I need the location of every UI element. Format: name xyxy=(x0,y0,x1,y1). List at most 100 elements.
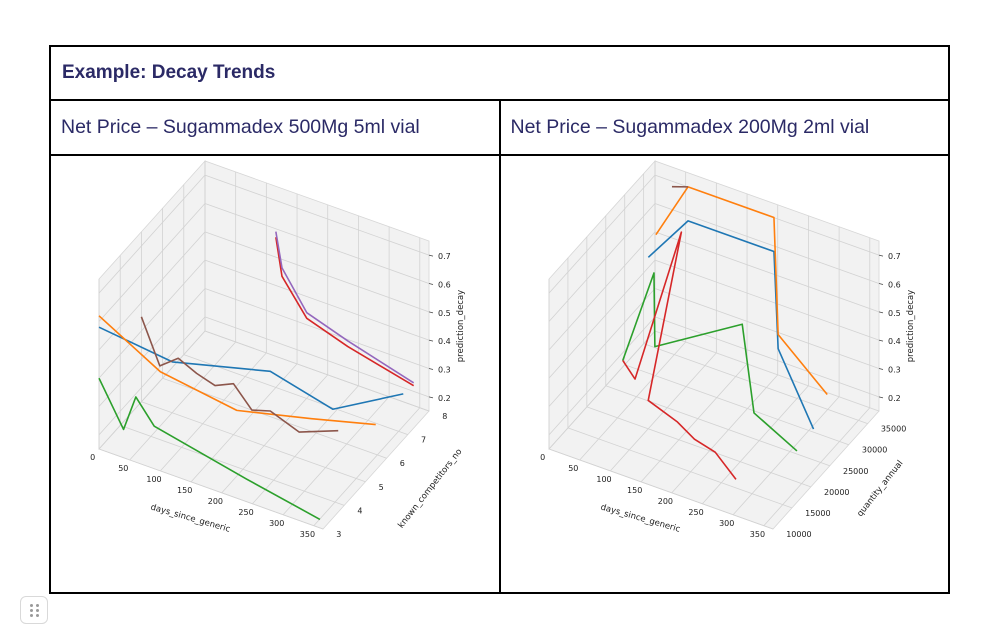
y-tick-label: 7 xyxy=(421,436,426,445)
z-gridline xyxy=(98,288,206,407)
y-tick-label: 4 xyxy=(357,506,362,515)
x-tick-label: 300 xyxy=(719,519,734,528)
x-gridline xyxy=(221,374,329,494)
z-gridline xyxy=(654,259,879,341)
series-line-1 xyxy=(647,220,814,430)
x-gridline xyxy=(252,385,359,505)
right-chart-cell: 0 50 100 150 200 250 300 350 10000 15000 20000 2500… xyxy=(498,154,950,594)
y-tick-label: 30000 xyxy=(861,446,886,455)
z-tick xyxy=(878,368,883,370)
z-tick-label: 0.4 xyxy=(888,337,901,346)
z-tick xyxy=(428,368,434,370)
z-tick-label: 0.3 xyxy=(888,366,901,375)
x-gridline xyxy=(282,396,390,516)
z-gridline xyxy=(654,288,879,369)
z-axis-label: prediction_decay xyxy=(906,290,916,362)
x-tick-label: 250 xyxy=(238,508,253,517)
z-tick xyxy=(428,339,434,342)
series-line-5 xyxy=(275,231,415,384)
z-gridline xyxy=(204,316,430,398)
y-tick-label: 8 xyxy=(442,412,447,421)
z-gridline xyxy=(548,231,655,351)
series-line-1 xyxy=(98,326,404,411)
x-axis-label: days_since_generic xyxy=(149,503,231,535)
x-tick-label: 150 xyxy=(177,486,192,495)
z-tick xyxy=(428,254,434,257)
y-tick-label: 10000 xyxy=(786,530,811,539)
z-tick xyxy=(878,396,883,399)
z-gridline xyxy=(98,231,206,351)
x-tick-label: 300 xyxy=(269,519,284,528)
series-line-3 xyxy=(98,377,321,521)
x-tick-label: 50 xyxy=(118,464,128,473)
right-3d-chart: 0 50 100 150 200 250 300 350 10000 15000 20000 2500… xyxy=(540,159,916,539)
z-tick xyxy=(878,339,883,342)
y-gridline xyxy=(98,448,324,530)
x-tick-label: 250 xyxy=(688,508,703,517)
x-tick-label: 50 xyxy=(568,464,578,473)
z-gridline xyxy=(204,231,430,313)
x-gridline xyxy=(548,330,655,450)
x-gridline xyxy=(762,407,870,526)
y-gridline xyxy=(183,354,408,435)
x-tick-label: 200 xyxy=(657,497,672,506)
z-gridline xyxy=(548,288,655,407)
left-3d-chart: 0 50 100 150 200 250 300 350 3 4 5 6 7 8 0.2 0.3 0.4 0.5 0… xyxy=(90,159,466,539)
right-chart-heading: Net Price – Sugammadex 200Mg 2ml vial xyxy=(498,99,950,156)
z-tick-label: 0.6 xyxy=(888,281,901,290)
x-tick-label: 0 xyxy=(540,453,545,462)
z-gridline xyxy=(98,203,206,322)
y-gridline xyxy=(141,401,366,483)
z-tick-label: 0.4 xyxy=(438,337,451,346)
z-gridline xyxy=(654,231,879,313)
series-line-2 xyxy=(98,315,376,426)
x-gridline xyxy=(313,407,421,526)
x-gridline xyxy=(578,341,686,461)
z-tick xyxy=(878,311,883,314)
x-gridline xyxy=(640,363,747,483)
x-gridline xyxy=(701,385,809,505)
z-gridline xyxy=(204,259,430,341)
y-gridline xyxy=(624,364,849,446)
z-tick-label: 0.2 xyxy=(438,394,451,403)
series-line-4 xyxy=(275,237,415,387)
z-gridline xyxy=(548,259,655,379)
y-gridline xyxy=(120,425,345,506)
x-tick-label: 100 xyxy=(146,475,161,484)
z-gridline xyxy=(548,203,655,322)
y-tick-label: 6 xyxy=(400,459,405,468)
z-tick xyxy=(428,396,434,399)
z-tick-label: 0.3 xyxy=(438,366,451,375)
drag-handle-icon[interactable] xyxy=(20,596,48,624)
y-tick-label: 3 xyxy=(336,530,341,539)
z-gridline xyxy=(204,288,430,369)
x-tick-label: 350 xyxy=(300,530,315,539)
y-gridline xyxy=(605,385,830,467)
z-gridline xyxy=(654,203,879,284)
x-gridline xyxy=(98,330,206,450)
z-tick xyxy=(428,283,434,285)
z-gridline xyxy=(98,259,206,379)
z-axis-label: prediction_decay xyxy=(456,290,466,362)
y-gridline xyxy=(548,448,773,530)
slide-table: Example: Decay Trends Net Price – Sugamm… xyxy=(49,45,950,594)
x-gridline xyxy=(670,374,778,494)
z-tick-label: 0.5 xyxy=(888,309,901,318)
y-gridline xyxy=(586,406,811,488)
y-gridline xyxy=(643,343,868,425)
x-tick-label: 200 xyxy=(208,497,223,506)
z-tick-label: 0.7 xyxy=(888,252,901,261)
z-gridline xyxy=(548,316,655,436)
y-tick-label: 25000 xyxy=(842,467,867,476)
x-tick-label: 0 xyxy=(90,453,95,462)
x-axis-label: days_since_generic xyxy=(599,503,681,535)
z-tick-label: 0.2 xyxy=(888,394,901,403)
y-tick-label: 20000 xyxy=(824,488,849,497)
y-gridline xyxy=(204,330,430,412)
y-tick-label: 5 xyxy=(379,483,384,492)
y-gridline xyxy=(567,427,792,509)
x-gridline xyxy=(190,363,298,483)
z-tick xyxy=(878,254,883,257)
z-gridline xyxy=(204,203,430,284)
series-line-3 xyxy=(621,272,797,452)
